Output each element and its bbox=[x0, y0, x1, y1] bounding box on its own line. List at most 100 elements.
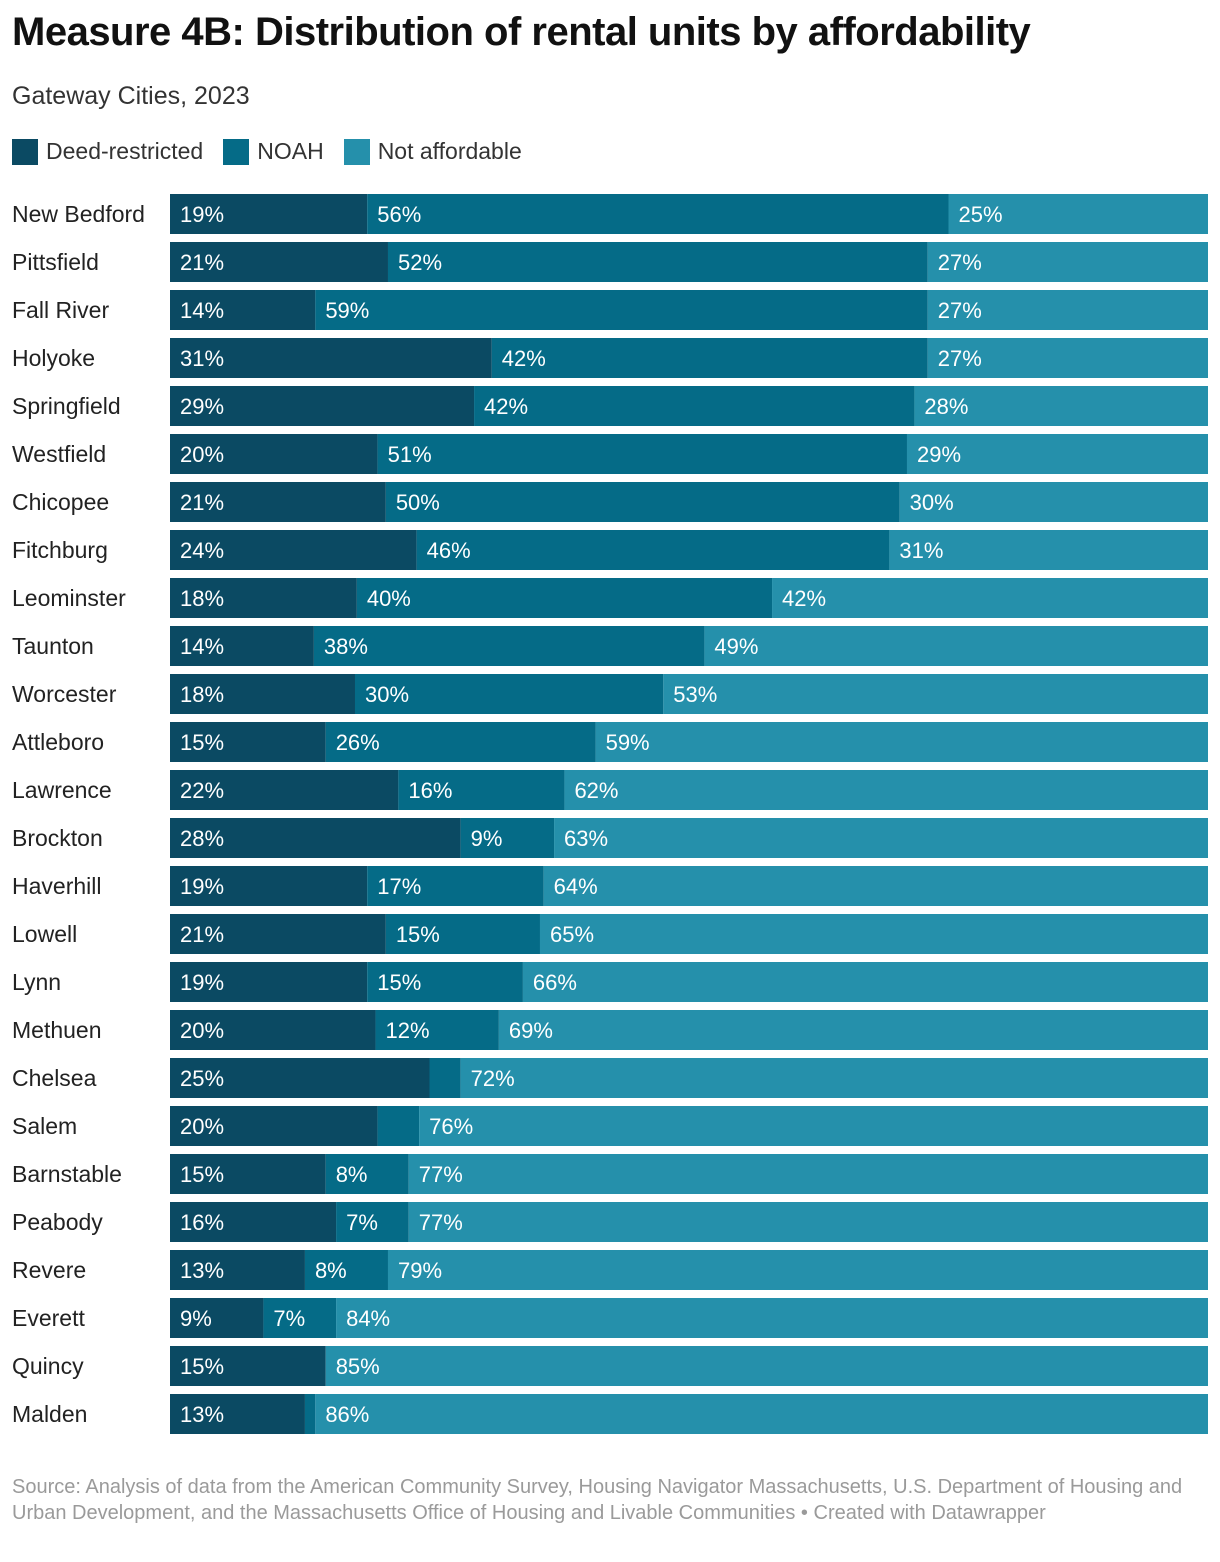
bar-chelsea-noah bbox=[429, 1058, 461, 1098]
value-label-brockton-not-affordable: 63% bbox=[564, 826, 608, 851]
value-label-attleboro-not-affordable: 59% bbox=[606, 730, 650, 755]
bar-peabody-deed-restricted bbox=[170, 1202, 337, 1242]
bar-lawrence-not-affordable bbox=[564, 770, 1208, 810]
bar-malden-not-affordable bbox=[315, 1394, 1208, 1434]
bar-fitchburg-deed-restricted bbox=[170, 530, 417, 570]
bar-lynn-not-affordable bbox=[522, 962, 1208, 1002]
bar-leominster-not-affordable bbox=[772, 578, 1208, 618]
value-label-fitchburg-deed-restricted: 24% bbox=[180, 538, 224, 563]
value-label-fitchburg-noah: 46% bbox=[427, 538, 471, 563]
bar-barnstable-deed-restricted bbox=[170, 1154, 326, 1194]
value-label-lynn-deed-restricted: 19% bbox=[180, 970, 224, 995]
value-label-chelsea-not-affordable: 72% bbox=[471, 1066, 515, 1091]
stacked-bar-chart: New Bedford 19% 56% 25% Pittsfield 21% 52% 27% F… bbox=[12, 194, 1209, 1434]
category-label-lawrence: Lawrence bbox=[12, 777, 112, 803]
legend-item-deed-restricted: Deed-restricted bbox=[12, 138, 203, 165]
value-label-attleboro-noah: 26% bbox=[336, 730, 380, 755]
bar-chelsea-not-affordable bbox=[460, 1058, 1208, 1098]
bar-attleboro-noah bbox=[325, 722, 596, 762]
bar-peabody-noah bbox=[336, 1202, 409, 1242]
bar-holyoke-deed-restricted bbox=[170, 338, 492, 378]
value-label-westfield-noah: 51% bbox=[388, 442, 432, 467]
value-label-worcester-deed-restricted: 18% bbox=[180, 682, 224, 707]
value-label-chelsea-deed-restricted: 25% bbox=[180, 1066, 224, 1091]
value-label-revere-noah: 8% bbox=[315, 1258, 347, 1283]
bar-revere-deed-restricted bbox=[170, 1250, 305, 1290]
bar-everett-deed-restricted bbox=[170, 1298, 264, 1338]
value-label-methuen-noah: 12% bbox=[386, 1018, 430, 1043]
bar-malden-deed-restricted bbox=[170, 1394, 305, 1434]
value-label-leominster-not-affordable: 42% bbox=[782, 586, 826, 611]
category-label-peabody: Peabody bbox=[12, 1209, 103, 1235]
bar-worcester-not-affordable bbox=[663, 674, 1208, 714]
category-label-pittsfield: Pittsfield bbox=[12, 249, 99, 275]
chart-title: Measure 4B: Distribution of rental units… bbox=[12, 10, 1031, 54]
bar-new-bedford-not-affordable bbox=[948, 194, 1208, 234]
category-label-attleboro: Attleboro bbox=[12, 729, 104, 755]
bar-pittsfield-deed-restricted bbox=[170, 242, 388, 282]
value-label-fall-river-noah: 59% bbox=[325, 298, 369, 323]
value-label-westfield-not-affordable: 29% bbox=[917, 442, 961, 467]
legend-item-noah: NOAH bbox=[223, 138, 324, 165]
bar-fall-river-noah bbox=[315, 290, 928, 330]
category-label-brockton: Brockton bbox=[12, 825, 103, 851]
value-label-haverhill-deed-restricted: 19% bbox=[180, 874, 224, 899]
value-label-revere-not-affordable: 79% bbox=[398, 1258, 442, 1283]
value-label-lynn-noah: 15% bbox=[377, 970, 421, 995]
value-label-pittsfield-noah: 52% bbox=[398, 250, 442, 275]
value-label-leominster-noah: 40% bbox=[367, 586, 411, 611]
category-label-lynn: Lynn bbox=[12, 969, 61, 995]
bar-taunton-deed-restricted bbox=[170, 626, 314, 666]
legend-label-deed-restricted: Deed-restricted bbox=[46, 138, 204, 164]
category-label-springfield: Springfield bbox=[12, 393, 121, 419]
bar-brockton-not-affordable bbox=[554, 818, 1208, 858]
value-label-worcester-noah: 30% bbox=[365, 682, 409, 707]
category-label-westfield: Westfield bbox=[12, 441, 106, 467]
value-label-pittsfield-not-affordable: 27% bbox=[938, 250, 982, 275]
bar-lynn-noah bbox=[367, 962, 523, 1002]
bar-salem-noah bbox=[377, 1106, 420, 1146]
value-label-everett-not-affordable: 84% bbox=[346, 1306, 390, 1331]
bar-lawrence-deed-restricted bbox=[170, 770, 399, 810]
bar-chicopee-noah bbox=[385, 482, 900, 522]
value-label-peabody-deed-restricted: 16% bbox=[180, 1210, 224, 1235]
value-label-lynn-not-affordable: 66% bbox=[533, 970, 577, 995]
value-label-worcester-not-affordable: 53% bbox=[673, 682, 717, 707]
value-label-fall-river-not-affordable: 27% bbox=[938, 298, 982, 323]
bar-fall-river-deed-restricted bbox=[170, 290, 316, 330]
value-label-springfield-not-affordable: 28% bbox=[924, 394, 968, 419]
bar-revere-noah bbox=[304, 1250, 388, 1290]
bar-quincy-deed-restricted bbox=[170, 1346, 326, 1386]
bar-taunton-not-affordable bbox=[704, 626, 1208, 666]
value-label-peabody-not-affordable: 77% bbox=[419, 1210, 463, 1235]
category-label-chicopee: Chicopee bbox=[12, 489, 109, 515]
bar-pittsfield-not-affordable bbox=[927, 242, 1208, 282]
bar-quincy-not-affordable bbox=[325, 1346, 1208, 1386]
bar-leominster-noah bbox=[356, 578, 773, 618]
bar-worcester-noah bbox=[354, 674, 664, 714]
category-label-fitchburg: Fitchburg bbox=[12, 537, 108, 563]
value-label-chicopee-not-affordable: 30% bbox=[910, 490, 954, 515]
bar-fitchburg-not-affordable bbox=[889, 530, 1208, 570]
bar-barnstable-not-affordable bbox=[408, 1154, 1208, 1194]
value-label-springfield-deed-restricted: 29% bbox=[180, 394, 224, 419]
value-label-springfield-noah: 42% bbox=[484, 394, 528, 419]
category-label-revere: Revere bbox=[12, 1257, 86, 1283]
bar-holyoke-noah bbox=[491, 338, 928, 378]
bar-salem-deed-restricted bbox=[170, 1106, 378, 1146]
value-label-taunton-deed-restricted: 14% bbox=[180, 634, 224, 659]
category-label-new-bedford: New Bedford bbox=[12, 201, 145, 227]
value-label-holyoke-not-affordable: 27% bbox=[938, 346, 982, 371]
bar-malden-noah bbox=[304, 1394, 316, 1434]
category-label-haverhill: Haverhill bbox=[12, 873, 101, 899]
bar-haverhill-deed-restricted bbox=[170, 866, 368, 906]
bar-chicopee-deed-restricted bbox=[170, 482, 386, 522]
value-label-barnstable-not-affordable: 77% bbox=[419, 1162, 463, 1187]
value-label-westfield-deed-restricted: 20% bbox=[180, 442, 224, 467]
value-label-lawrence-not-affordable: 62% bbox=[574, 778, 618, 803]
value-label-barnstable-deed-restricted: 15% bbox=[180, 1162, 224, 1187]
bar-salem-not-affordable bbox=[419, 1106, 1208, 1146]
bar-lowell-deed-restricted bbox=[170, 914, 386, 954]
category-label-everett: Everett bbox=[12, 1305, 85, 1331]
legend: Deed-restricted NOAH Not affordable bbox=[12, 138, 542, 165]
